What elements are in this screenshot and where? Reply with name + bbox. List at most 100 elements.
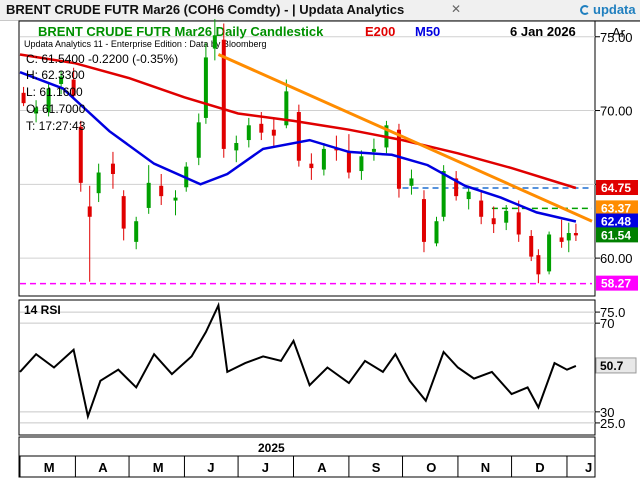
candle-body	[321, 148, 326, 170]
updata-logo-icon	[580, 5, 590, 15]
candle	[46, 83, 51, 117]
legend-m50: M50	[415, 24, 440, 39]
chart-date: 6 Jan 2026	[510, 24, 576, 39]
candle-body	[78, 126, 83, 183]
high-readout: H: 62.3300	[26, 68, 85, 82]
candle-body	[34, 107, 39, 114]
candle	[221, 23, 226, 158]
price-tick-label: 70.00	[600, 104, 633, 119]
price-value-tag-bg	[596, 180, 638, 196]
candle	[110, 151, 115, 189]
candle	[296, 104, 301, 167]
price-value-tag: 63.37	[596, 200, 638, 216]
candle	[529, 230, 534, 262]
price-value-tag: 62.48	[596, 213, 638, 229]
candle	[121, 190, 126, 241]
month-label: J	[585, 460, 592, 475]
candle-body	[409, 178, 414, 186]
candle-body	[121, 196, 126, 229]
candle-body	[212, 35, 217, 49]
candle	[246, 117, 251, 148]
chart-title: BRENT CRUDE FUTR Mar26 Daily Candlestick	[38, 24, 324, 39]
rsi-tick-label: 25.0	[600, 416, 625, 431]
candle-body	[309, 163, 314, 169]
candle-body	[504, 210, 509, 223]
candle	[146, 165, 151, 214]
rsi-panel-frame	[18, 299, 596, 436]
candle	[434, 216, 439, 247]
axis-label: Ar	[612, 25, 626, 40]
candle-body	[421, 199, 426, 242]
price-value-tag: 61.54	[596, 227, 638, 243]
price-value-tag-bg	[596, 275, 638, 291]
candle	[466, 185, 471, 210]
candle	[71, 67, 76, 99]
price-value-tag-label: 61.54	[601, 228, 631, 242]
month-label: S	[372, 460, 381, 475]
trendline	[217, 53, 593, 223]
rsi-value-tag-bg	[595, 357, 637, 374]
candle	[321, 143, 326, 176]
price-value-tag-label: 58.27	[601, 277, 631, 291]
price-value-tag-label: 64.75	[601, 181, 631, 195]
price-tick-label: 75.00	[600, 30, 633, 45]
time-readout: T: 17:27:43	[26, 119, 86, 133]
candle	[536, 249, 541, 284]
candle-body	[71, 79, 76, 96]
candle-body	[246, 125, 251, 141]
candle-body	[371, 148, 376, 152]
updata-logo: updata	[580, 2, 636, 17]
rsi-value-tag: 50.7	[595, 357, 637, 374]
month-label: N	[481, 460, 490, 475]
candle-body	[529, 235, 534, 257]
candle-body	[359, 156, 364, 172]
candle	[409, 169, 414, 195]
candle-body	[21, 92, 26, 104]
subtitle: Updata Analytics 11 - Enterprise Edition…	[24, 39, 266, 49]
candle	[96, 163, 101, 203]
candle-body	[259, 123, 264, 133]
candle-body	[536, 255, 541, 275]
candle-body	[159, 185, 164, 197]
candle-body	[296, 112, 301, 161]
month-label: M	[153, 460, 164, 475]
candle	[504, 204, 509, 231]
candle	[516, 200, 521, 242]
candle-body	[271, 129, 276, 136]
candle-body	[173, 197, 178, 201]
legend-e200: E200	[365, 24, 395, 39]
month-label: D	[535, 460, 544, 475]
price-panel-frame	[18, 20, 596, 297]
candle	[34, 100, 39, 123]
candle	[196, 113, 201, 166]
rsi-title: 14 RSI	[24, 303, 61, 317]
price-tick-label: 60.00	[600, 251, 633, 266]
candle	[159, 173, 164, 205]
candle	[491, 206, 496, 234]
candle-body	[284, 91, 289, 126]
candle-body	[234, 143, 239, 151]
candle-body	[146, 182, 151, 208]
candle	[87, 185, 92, 282]
month-label: O	[426, 460, 436, 475]
candle-body	[59, 76, 64, 84]
ohlc-readout: C: 61.5400 -0.2200 (-0.35%) H: 62.3300 L…	[26, 52, 178, 133]
rsi-tick-label: 70	[600, 316, 614, 331]
candle-body	[203, 57, 208, 118]
candle-body	[516, 212, 521, 235]
x-axis-frame	[18, 436, 596, 478]
month-label: J	[207, 460, 214, 475]
candle-body	[573, 233, 578, 236]
candle	[454, 171, 459, 201]
candle-body	[46, 88, 51, 113]
candle-body	[196, 122, 201, 158]
price-value-tag-bg	[596, 227, 638, 243]
close-icon[interactable]: ✕	[450, 2, 462, 16]
candle-body	[491, 218, 496, 225]
price-value-tag: 64.75	[596, 180, 638, 196]
candle	[309, 153, 314, 180]
m50-line	[19, 71, 577, 223]
candle	[134, 216, 139, 250]
x-axis-year: 2025	[258, 441, 285, 455]
candle	[559, 219, 564, 248]
